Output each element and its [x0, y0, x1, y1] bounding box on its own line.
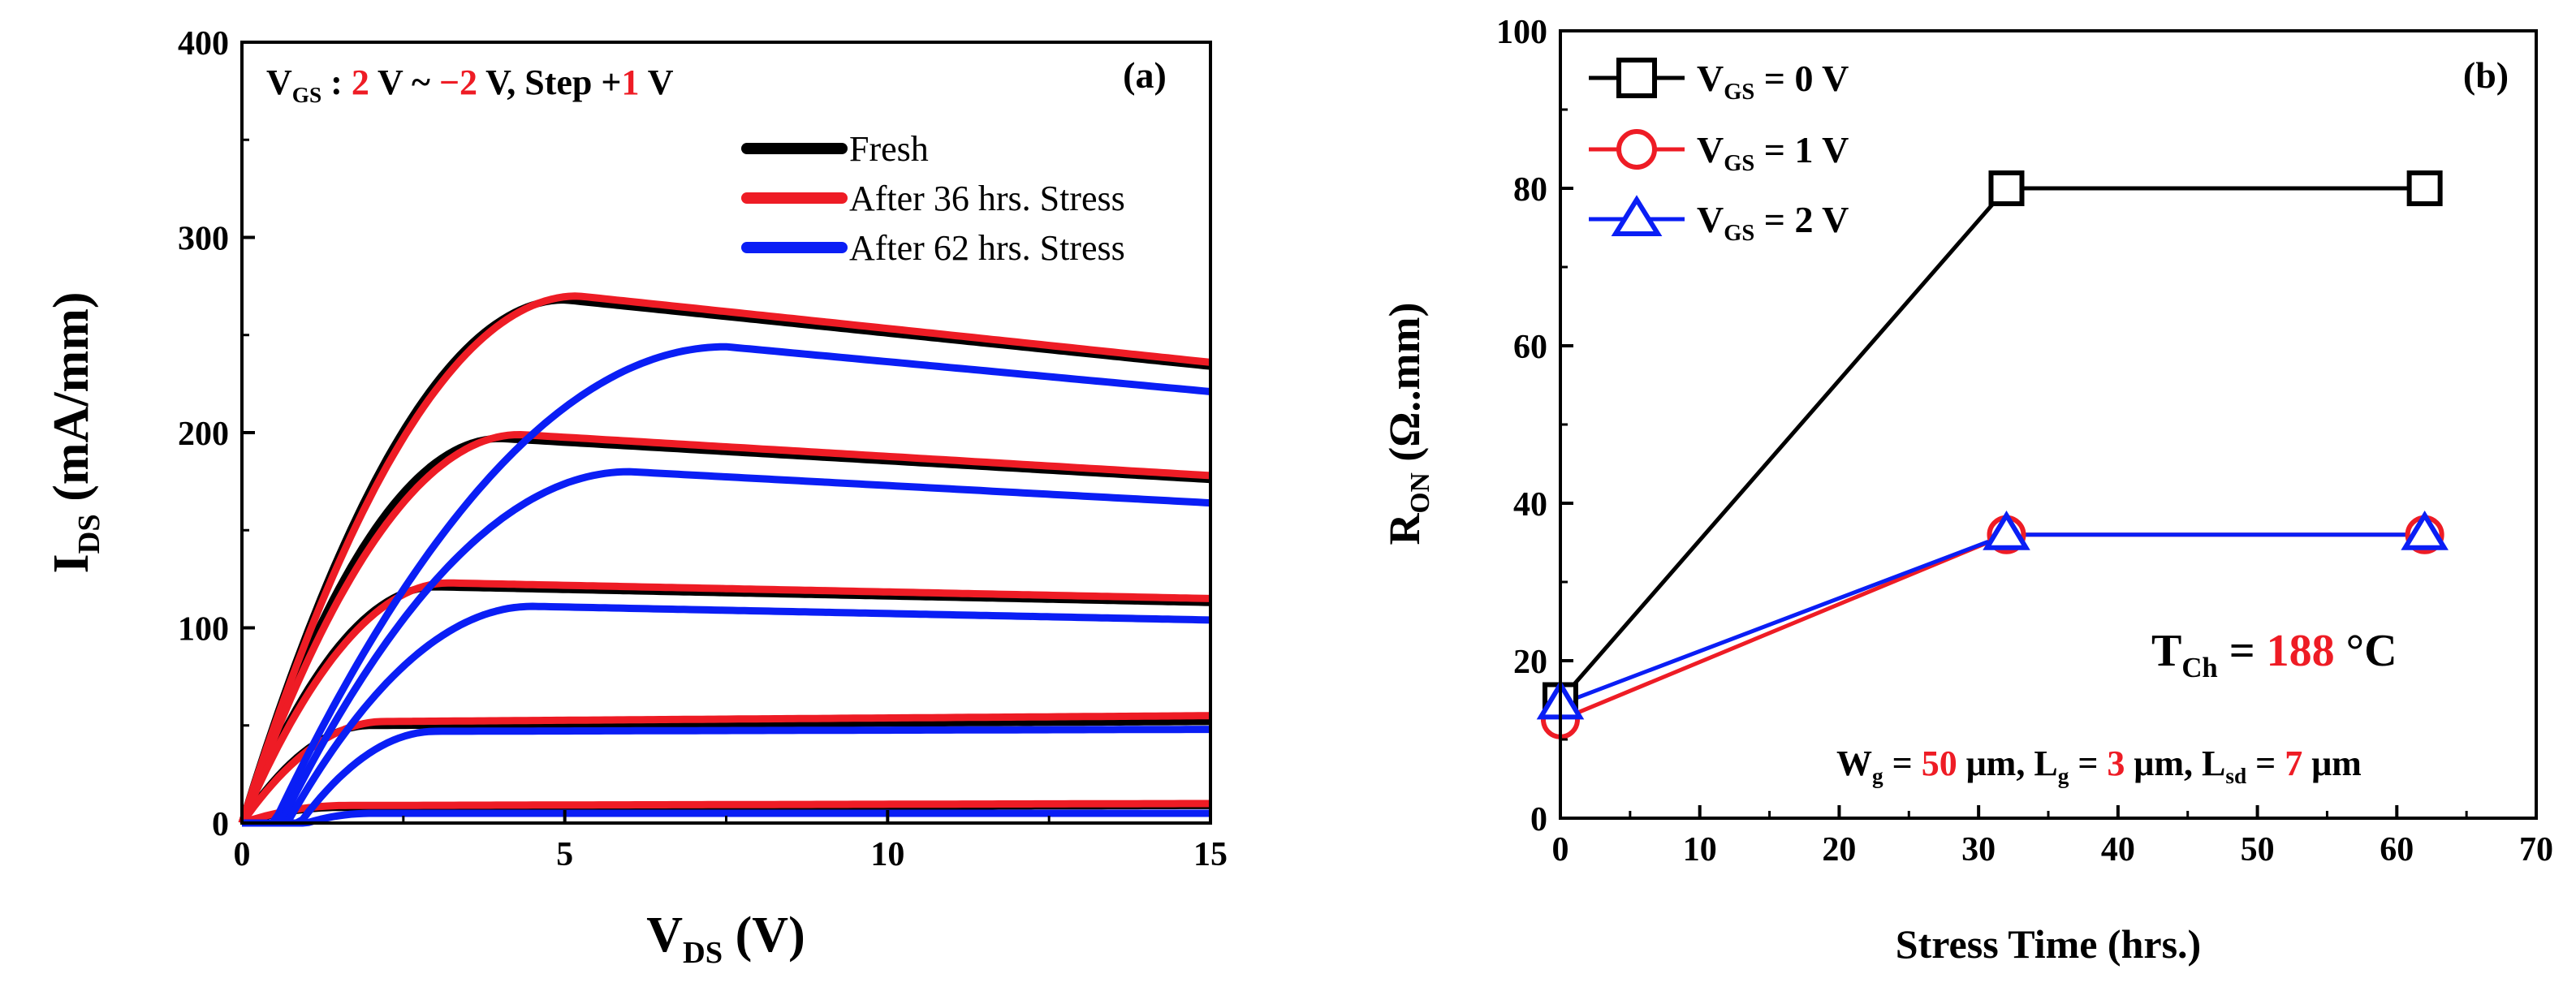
y-tick-label: 100	[1496, 14, 1547, 51]
ron-line-triangle	[1560, 532, 2425, 706]
panel-a: 0 5 10 15 0 100 200 300 400 (a) VGS : 2 V ~ −2 V…	[44, 25, 1228, 970]
panel-a-ticks: 0 5 10 15 0 100 200 300 400	[178, 25, 1228, 873]
x-tick-label: 5	[556, 836, 573, 873]
panel-a-x-axis-label: VDS (V)	[646, 907, 805, 970]
id-vd-curve-fresh-vgs-1	[239, 718, 1211, 825]
panel-a-curves	[238, 292, 1211, 827]
panel-b-lines	[1536, 170, 2449, 739]
id-vd-curve-36hrs-vgs2	[238, 292, 1211, 825]
y-tick-label: 20	[1513, 644, 1547, 681]
panel-b: 0 10 20 30 40 50 60 70 0 20 40 60 80 100 (b) VGS = 0 …	[1380, 14, 2553, 967]
x-tick-label: 60	[2380, 831, 2414, 868]
x-tick-label: 50	[2241, 831, 2275, 868]
panel-b-ticks: 0 10 20 30 40 50 60 70 0 20 40 60 80 100	[1496, 14, 2553, 868]
legend-label-fresh: Fresh	[849, 129, 929, 169]
panel-b-y-axis-label: RON (Ω..mm)	[1380, 303, 1435, 545]
ron-line-square	[1559, 186, 2425, 702]
legend-label-vgs0: VGS = 0 V	[1697, 58, 1849, 105]
panel-a-legend: Fresh After 36 hrs. Stress After 62 hrs.…	[741, 129, 1125, 268]
device-dimensions-annotation: Wg = 50 μm, Lg = 3 μm, Lsd = 7 μm	[1836, 743, 2362, 788]
panel-a-label: (a)	[1123, 54, 1167, 96]
x-tick-label: 10	[1683, 831, 1717, 868]
legend-marker-square	[1616, 58, 1657, 98]
id-vd-curve-36hrs-vgs1	[238, 431, 1211, 825]
id-vd-curve-62hrs-vgs2	[242, 343, 1211, 827]
data-point-square	[1988, 170, 2025, 206]
id-vd-curve-36hrs-vgs-2	[240, 800, 1210, 827]
legend-label-vgs2: VGS = 2 V	[1697, 199, 1849, 246]
data-point-square	[2406, 170, 2443, 206]
id-vd-curve-fresh-vgs1	[238, 434, 1211, 825]
x-tick-label: 40	[2101, 831, 2135, 868]
x-tick-label: 70	[2519, 831, 2553, 868]
x-tick-label: 30	[1961, 831, 1996, 868]
x-tick-label: 20	[1822, 831, 1856, 868]
panel-a-frame	[240, 41, 1212, 825]
y-tick-label: 400	[178, 25, 229, 62]
panel-b-legend: VGS = 0 V VGS = 1 V VGS = 2 V	[1589, 58, 1849, 246]
y-tick-label: 200	[178, 416, 229, 453]
panel-b-x-axis-label: Stress Time (hrs.)	[1896, 921, 2201, 967]
id-vd-curve-fresh-vgs0	[238, 583, 1211, 825]
y-tick-label: 0	[212, 806, 229, 843]
data-point-triangle	[1983, 510, 2030, 550]
x-tick-label: 0	[234, 836, 251, 873]
id-vd-curve-62hrs-vgs-1	[242, 726, 1210, 827]
id-vd-curve-fresh-vgs2	[238, 296, 1211, 825]
panel-a-y-axis-label: IDS (mA/mm)	[44, 292, 106, 574]
legend-marker-triangle	[1611, 195, 1663, 236]
y-tick-label: 300	[178, 221, 229, 258]
x-tick-label: 15	[1193, 836, 1228, 873]
id-vd-curve-62hrs-vgs-2	[242, 809, 1210, 827]
panel-a-vgs-annotation: VGS : 2 V ~ −2 V, Step +1 V	[266, 62, 674, 107]
legend-marker-circle	[1616, 129, 1657, 170]
y-tick-label: 80	[1513, 171, 1547, 209]
id-vd-curve-36hrs-vgs-1	[239, 712, 1211, 825]
legend-label-36hrs: After 36 hrs. Stress	[849, 179, 1125, 218]
x-tick-label: 10	[870, 836, 904, 873]
y-tick-label: 40	[1513, 486, 1547, 524]
legend-label-62hrs: After 62 hrs. Stress	[849, 228, 1125, 268]
y-tick-label: 0	[1530, 801, 1547, 838]
panel-b-label: (b)	[2463, 54, 2509, 96]
x-tick-label: 0	[1552, 831, 1569, 868]
channel-temperature-annotation: TCh = 188 °C	[2151, 626, 2397, 683]
id-vd-curve-62hrs-vgs0	[242, 602, 1211, 827]
id-vd-curve-62hrs-vgs1	[242, 468, 1211, 827]
data-point-triangle	[2401, 510, 2449, 550]
legend-label-vgs1: VGS = 1 V	[1697, 129, 1849, 176]
y-tick-label: 60	[1513, 329, 1547, 366]
y-tick-label: 100	[178, 611, 229, 649]
